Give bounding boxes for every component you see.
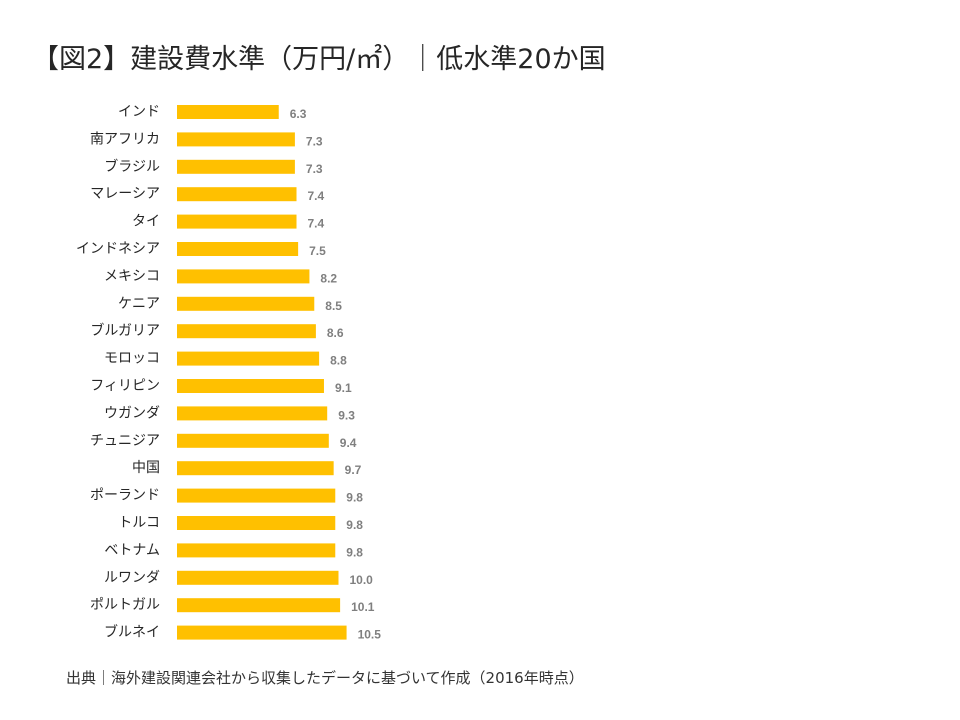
bar bbox=[177, 461, 334, 476]
value-label: 10.0 bbox=[350, 573, 374, 587]
bar bbox=[177, 433, 329, 448]
bar bbox=[177, 406, 328, 421]
category-label: インド bbox=[118, 104, 160, 120]
category-label: ポルトガル bbox=[90, 597, 160, 613]
category-label: ポーランド bbox=[90, 488, 160, 504]
category-label: メキシコ bbox=[104, 268, 160, 284]
value-label: 10.1 bbox=[351, 600, 375, 614]
bar-group: フィリピン 9.1 bbox=[90, 378, 352, 395]
value-label: 7.3 bbox=[306, 162, 323, 176]
category-label: タイ bbox=[132, 214, 160, 230]
bar bbox=[177, 351, 320, 366]
value-label: 9.7 bbox=[345, 463, 362, 477]
value-label: 9.8 bbox=[346, 545, 363, 559]
bar bbox=[177, 570, 339, 585]
bar bbox=[177, 296, 315, 311]
value-label: 8.2 bbox=[320, 271, 337, 285]
category-label: フィリピン bbox=[90, 378, 160, 394]
bar bbox=[177, 516, 336, 530]
bar bbox=[177, 625, 347, 640]
bar-group: タイ 7.4 bbox=[132, 214, 325, 231]
category-label: マレーシア bbox=[90, 186, 160, 202]
category-label: チュニジア bbox=[90, 433, 160, 449]
category-label: モロッコ bbox=[104, 351, 160, 367]
bar-group: ブルガリア 8.6 bbox=[90, 322, 343, 340]
category-label: ウガンダ bbox=[104, 405, 160, 421]
bar-group: インド 6.3 bbox=[118, 104, 307, 121]
bar-group: ベトナム 9.8 bbox=[104, 542, 363, 559]
chart-title: 【図2】建設費水準（万円/㎡）｜低水準20か国 bbox=[32, 44, 606, 75]
bar-group: マレーシア 7.4 bbox=[90, 186, 324, 203]
bar-group: 中国 9.7 bbox=[132, 460, 362, 477]
bar-group: 南アフリカ 7.3 bbox=[90, 131, 323, 148]
bar-group: モロッコ 8.8 bbox=[104, 351, 347, 368]
value-label: 9.1 bbox=[335, 381, 352, 395]
value-label: 10.5 bbox=[358, 628, 382, 642]
category-label: トルコ bbox=[118, 515, 160, 531]
source-note: 出典｜海外建設関連会社から収集したデータに基づいて作成（2016年時点） bbox=[66, 669, 584, 687]
bar bbox=[177, 543, 336, 558]
bar-group: ポーランド 9.8 bbox=[90, 488, 363, 505]
bar-group: ブルネイ 10.5 bbox=[104, 624, 381, 642]
bar bbox=[177, 488, 336, 503]
value-label: 7.4 bbox=[308, 189, 325, 203]
bar bbox=[177, 242, 299, 256]
value-label: 7.4 bbox=[308, 217, 325, 231]
value-label: 7.3 bbox=[306, 134, 323, 148]
bar-group: インドネシア 7.5 bbox=[76, 241, 326, 258]
category-label: 南アフリカ bbox=[90, 131, 160, 147]
category-label: ベトナム bbox=[104, 542, 160, 558]
value-label: 8.5 bbox=[325, 299, 342, 313]
value-label: 7.5 bbox=[309, 244, 326, 258]
category-label: ケニア bbox=[118, 296, 160, 312]
category-label: インドネシア bbox=[76, 241, 160, 257]
bar bbox=[177, 214, 297, 229]
category-label: 中国 bbox=[132, 460, 160, 476]
value-label: 9.8 bbox=[346, 491, 363, 505]
bar bbox=[177, 105, 279, 119]
bar-group: ポルトガル 10.1 bbox=[90, 597, 375, 614]
bar-group: メキシコ 8.2 bbox=[104, 268, 337, 285]
category-label: ブルガリア bbox=[90, 322, 160, 339]
bar bbox=[177, 159, 295, 174]
bar bbox=[177, 269, 310, 284]
category-label: ルワンダ bbox=[104, 570, 160, 586]
value-label: 8.6 bbox=[327, 326, 344, 340]
bar bbox=[177, 598, 341, 613]
category-label: ブラジル bbox=[104, 158, 160, 175]
bar-group: トルコ 9.8 bbox=[118, 515, 363, 532]
value-label: 9.8 bbox=[346, 518, 363, 532]
category-label: ブルネイ bbox=[104, 624, 160, 641]
value-label: 9.3 bbox=[338, 408, 355, 422]
bar-group: ケニア 8.5 bbox=[118, 296, 342, 313]
bar-group: ウガンダ 9.3 bbox=[104, 405, 355, 422]
bar-group: チュニジア 9.4 bbox=[90, 433, 357, 450]
value-label: 9.4 bbox=[340, 436, 357, 450]
bar bbox=[177, 379, 324, 393]
bar bbox=[177, 132, 295, 147]
bar-group: ブラジル 7.3 bbox=[104, 158, 323, 176]
bar bbox=[177, 187, 297, 202]
bar-group: ルワンダ 10.0 bbox=[104, 570, 373, 587]
value-label: 8.8 bbox=[330, 354, 347, 368]
value-label: 6.3 bbox=[290, 107, 307, 121]
bar bbox=[177, 324, 316, 339]
